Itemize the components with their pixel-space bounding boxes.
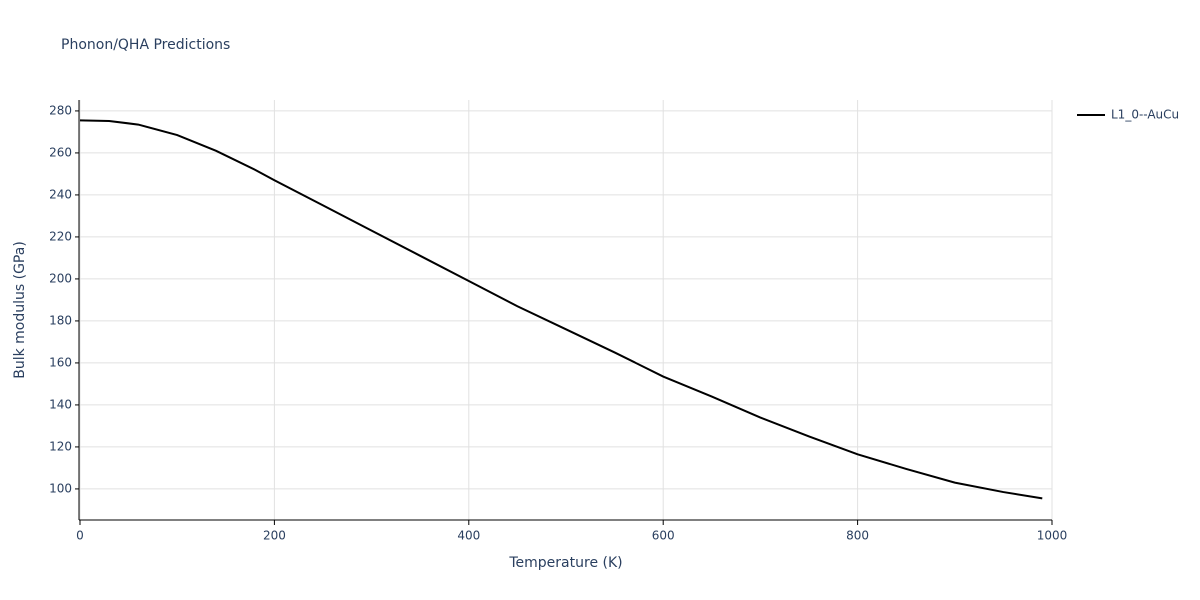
x-axis-title: Temperature (K) — [508, 555, 622, 571]
legend-label: L1_0--AuCu — [1111, 108, 1179, 122]
grid — [79, 100, 1053, 520]
y-tick-label: 140 — [49, 397, 72, 411]
x-tick-label: 400 — [457, 529, 480, 543]
x-tick-label: 1000 — [1037, 529, 1068, 543]
y-tick-label: 160 — [49, 355, 72, 369]
chart-title: Phonon/QHA Predictions — [61, 37, 230, 53]
y-tick-label: 100 — [49, 481, 72, 495]
y-tick-label: 220 — [49, 229, 72, 243]
y-tick-label: 180 — [49, 313, 72, 327]
y-axis-title: Bulk modulus (GPa) — [12, 241, 28, 379]
y-tick-label: 200 — [49, 271, 72, 285]
x-tick-label: 0 — [76, 529, 84, 543]
data-line — [79, 119, 1043, 500]
y-tick-label: 280 — [49, 103, 72, 117]
x-tick-label: 800 — [846, 529, 869, 543]
x-tick-label: 200 — [263, 529, 286, 543]
plot-area — [79, 119, 1043, 500]
x-tick-label: 600 — [652, 529, 675, 543]
y-tick-label: 240 — [49, 187, 72, 201]
y-tick-label: 120 — [49, 439, 72, 453]
legend: L1_0--AuCu — [1077, 108, 1179, 122]
y-tick-label: 260 — [49, 145, 72, 159]
